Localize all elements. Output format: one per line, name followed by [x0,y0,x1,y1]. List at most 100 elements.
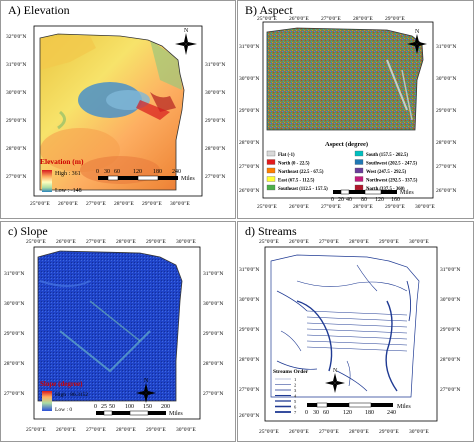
aspect-legend-left: Flat (-1) North (0 - 22.5) Northeast (22.5… [266,150,328,192]
stream-network [276,264,412,392]
svg-text:30°0'0"N: 30°0'0"N [203,300,223,307]
svg-text:27°0'0"E: 27°0'0"E [86,200,106,207]
longitude-labels: 25°0'0"E 26°0'0"E 27°0'0"E 28°0'0"E 29°0… [26,238,196,433]
svg-text:26°0'0"E: 26°0'0"E [289,428,309,435]
svg-text:27°0'0"N: 27°0'0"N [203,390,223,397]
svg-text:100: 100 [125,404,134,410]
svg-text:30°0'0"N: 30°0'0"N [436,75,456,82]
panel-title: A) Elevation [8,3,70,17]
svg-text:26°0'0"N: 26°0'0"N [436,187,456,194]
svg-text:25°0'0"E: 25°0'0"E [257,203,277,210]
svg-text:Miles: Miles [169,411,183,417]
svg-text:0: 0 [94,404,97,410]
legend-label: Flat (-1) [278,153,295,158]
stream-order-label: 4 [294,393,297,398]
svg-text:180: 180 [365,410,374,416]
panel-slope: c) Slope 31°0'0"N 30°0'0"N 29°0'0"N 28°0… [0,221,236,442]
svg-text:32°0'0"N: 32°0'0"N [6,33,26,40]
svg-text:28°0'0"E: 28°0'0"E [116,426,136,433]
svg-text:26°0'0"E: 26°0'0"E [56,238,76,245]
legend-low-label: Low : -148 [55,188,82,194]
svg-text:30°0'0"E: 30°0'0"E [176,426,196,433]
svg-text:25°0'0"E: 25°0'0"E [257,15,277,22]
latitude-labels: 32°0'0"N 31°0'0"N 30°0'0"N 29°0'0"N 28°0… [6,33,225,180]
svg-text:29°0'0"E: 29°0'0"E [379,428,399,435]
svg-text:26°0'0"N: 26°0'0"N [239,187,259,194]
svg-text:28°0'0"N: 28°0'0"N [239,139,259,146]
svg-text:N: N [144,378,149,384]
svg-text:25: 25 [101,404,107,410]
legend-label: South (157.5 - 202.5) [366,153,408,158]
svg-text:30°0'0"N: 30°0'0"N [4,300,24,307]
svg-text:240: 240 [387,410,396,416]
svg-text:120: 120 [375,197,384,203]
latitude-labels: 31°0'0"N 30°0'0"N 29°0'0"N 28°0'0"N 27°0… [239,266,460,419]
svg-text:25°0'0"E: 25°0'0"E [26,238,46,245]
svg-text:30: 30 [313,410,319,416]
svg-text:29°0'0"E: 29°0'0"E [146,426,166,433]
legend-label: East (67.5 - 112.5) [278,179,315,184]
svg-text:30°0'0"N: 30°0'0"N [205,89,225,96]
map-frame [262,21,434,199]
scale-bar: 0 20 40 80 120 160 Miles [331,189,414,203]
svg-text:27°0'0"E: 27°0'0"E [319,238,339,245]
svg-text:26°0'0"E: 26°0'0"E [56,426,76,433]
svg-text:28°0'0"N: 28°0'0"N [436,139,456,146]
svg-text:120: 120 [133,169,142,175]
svg-text:27°0'0"E: 27°0'0"E [321,15,341,22]
aspect-legend-right: South (157.5 - 202.5) Southwest (202.5 - … [354,150,418,192]
svg-text:29°0'0"E: 29°0'0"E [142,200,162,207]
stream-order-label: 2 [294,382,296,387]
svg-text:28°0'0"E: 28°0'0"E [353,15,373,22]
svg-text:30°0'0"E: 30°0'0"E [409,428,429,435]
svg-text:31°0'0"N: 31°0'0"N [239,43,259,50]
svg-text:27°0'0"E: 27°0'0"E [86,426,106,433]
legend-swatch [266,167,276,174]
svg-text:28°0'0"N: 28°0'0"N [6,145,26,152]
study-area-boundary [266,27,424,131]
legend-title: Elevation (m) [40,157,84,166]
svg-text:25°0'0"E: 25°0'0"E [30,200,50,207]
svg-text:29°0'0"N: 29°0'0"N [440,326,460,333]
stream-order-label: 5 [294,399,297,404]
legend-high-label: High : 86.3152 [55,392,88,398]
map-frame [33,25,203,197]
svg-text:30°0'0"E: 30°0'0"E [409,238,429,245]
svg-text:31°0'0"N: 31°0'0"N [239,266,259,273]
legend-low-label: Low : 0 [55,407,72,413]
svg-text:27°0'0"N: 27°0'0"N [440,386,460,393]
svg-text:29°0'0"N: 29°0'0"N [4,330,24,337]
svg-text:40: 40 [346,197,352,203]
svg-text:30°0'0"E: 30°0'0"E [415,203,435,210]
longitude-labels: 25°0'0"E 26°0'0"E 27°0'0"E 28°0'0"E 29°0… [259,238,429,435]
svg-text:28°0'0"N: 28°0'0"N [239,356,259,363]
svg-text:25°0'0"E: 25°0'0"E [26,426,46,433]
study-area-boundary [37,250,183,402]
svg-text:27°0'0"N: 27°0'0"N [239,163,259,170]
panel-elevation: A) Elevation 32°0'0"N 31°0'0"N 30°0'0"N … [0,0,236,219]
svg-text:Miles: Miles [397,404,411,410]
svg-text:30°0'0"N: 30°0'0"N [6,89,26,96]
map-frame [33,246,201,420]
svg-text:80: 80 [361,197,367,203]
legend-swatch [354,150,364,157]
svg-text:31°0'0"N: 31°0'0"N [203,270,223,277]
svg-text:28°0'0"E: 28°0'0"E [114,200,134,207]
svg-text:29°0'0"E: 29°0'0"E [385,15,405,22]
panel-frame [237,221,474,442]
legend-swatch [266,184,276,191]
legend-swatch [266,176,276,182]
legend-label: Southwest (202.5 - 247.5) [366,162,417,167]
north-arrow-icon: N [136,378,156,403]
study-area-boundary [39,33,185,191]
svg-text:27°0'0"N: 27°0'0"N [205,173,225,180]
panel-title: c) Slope [8,224,48,238]
svg-text:28°0'0"N: 28°0'0"N [203,360,223,367]
svg-text:28°0'0"N: 28°0'0"N [4,360,24,367]
svg-text:29°0'0"E: 29°0'0"E [146,238,166,245]
legend-title: Aspect (degree) [325,141,368,148]
latitude-labels: 31°0'0"N 30°0'0"N 29°0'0"N 28°0'0"N 27°0… [4,270,223,397]
svg-text:27°0'0"E: 27°0'0"E [319,428,339,435]
svg-text:27°0'0"N: 27°0'0"N [239,386,259,393]
svg-text:29°0'0"N: 29°0'0"N [6,117,26,124]
